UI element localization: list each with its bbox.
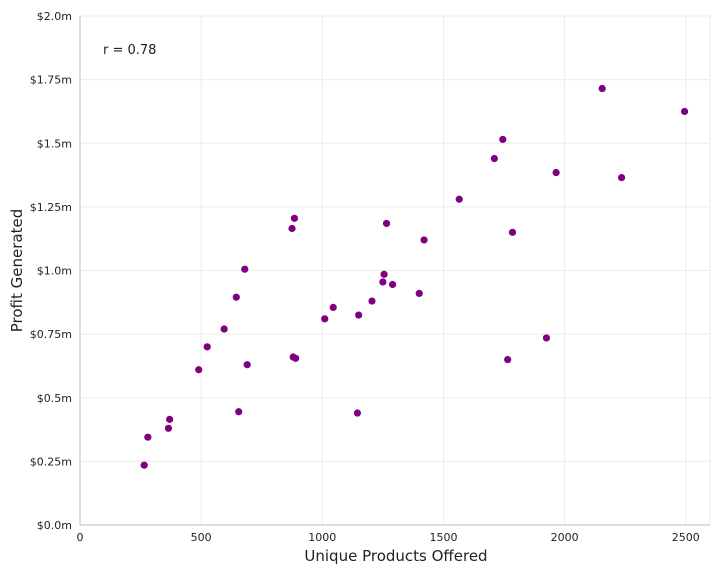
correlation-annotation: r = 0.78 bbox=[103, 43, 156, 58]
scatter-point bbox=[499, 135, 507, 144]
y-tick-label: $0.75m bbox=[30, 328, 72, 341]
scatter-point bbox=[292, 354, 300, 362]
scatter-point bbox=[195, 366, 203, 374]
scatter-point bbox=[353, 409, 362, 417]
scatter-point bbox=[598, 84, 606, 93]
x-tick-label: 1500 bbox=[429, 531, 457, 544]
scatter-point bbox=[235, 408, 243, 416]
y-tick-label: $1.75m bbox=[30, 74, 72, 87]
x-tick-label: 2000 bbox=[551, 531, 579, 544]
scatter-point bbox=[290, 214, 299, 222]
scatter-point bbox=[241, 265, 249, 273]
y-tick-label: $2.0m bbox=[37, 10, 72, 23]
x-tick-label: 0 bbox=[77, 531, 84, 544]
scatter-point bbox=[140, 461, 148, 469]
point-layer bbox=[140, 84, 689, 469]
scatter-point bbox=[508, 228, 517, 236]
scatter-point bbox=[329, 303, 337, 312]
scatter-point bbox=[455, 195, 463, 203]
scatter-point bbox=[288, 224, 296, 233]
scatter-point bbox=[388, 280, 397, 289]
scatter-point bbox=[490, 154, 498, 163]
y-tick-label: $1.0m bbox=[37, 265, 72, 278]
scatter-point bbox=[220, 325, 228, 333]
x-tick-label: 1000 bbox=[308, 531, 336, 544]
scatter-point bbox=[379, 278, 387, 286]
scatter-point bbox=[321, 315, 329, 323]
grid-layer bbox=[79, 15, 711, 526]
scatter-point bbox=[382, 219, 391, 228]
scatter-point bbox=[380, 270, 388, 278]
scatter-point bbox=[552, 168, 560, 177]
scatter-point bbox=[164, 424, 173, 432]
scatter-point bbox=[355, 311, 363, 319]
x-axis-title: Unique Products Offered bbox=[304, 547, 487, 565]
scatter-point bbox=[166, 415, 174, 423]
scatter-point bbox=[420, 236, 428, 244]
scatter-point bbox=[203, 343, 211, 351]
y-tick-label: $1.25m bbox=[30, 201, 72, 214]
scatter-point bbox=[232, 293, 240, 301]
y-tick-label: $0.5m bbox=[37, 392, 72, 405]
scatter-point bbox=[144, 433, 152, 441]
axis-layer: $0.0m $0.25m $0.5m $0.75m $1.0m $1.25m $1.5m $1… bbox=[30, 10, 710, 544]
scatter-point bbox=[617, 174, 626, 182]
scatter-point bbox=[504, 355, 512, 364]
scatter-point bbox=[542, 334, 551, 342]
scatter-point bbox=[680, 107, 689, 116]
scatter-point bbox=[243, 361, 251, 369]
scatter-point bbox=[368, 297, 376, 305]
scatter-point bbox=[415, 289, 423, 298]
x-tick-label: 500 bbox=[191, 531, 212, 544]
x-tick-label: 2500 bbox=[672, 531, 700, 544]
y-tick-label: $0.0m bbox=[37, 519, 72, 532]
y-tick-label: $1.5m bbox=[37, 137, 72, 150]
y-tick-label: $0.25m bbox=[30, 455, 72, 468]
y-axis-title: Profit Generated bbox=[8, 209, 26, 332]
